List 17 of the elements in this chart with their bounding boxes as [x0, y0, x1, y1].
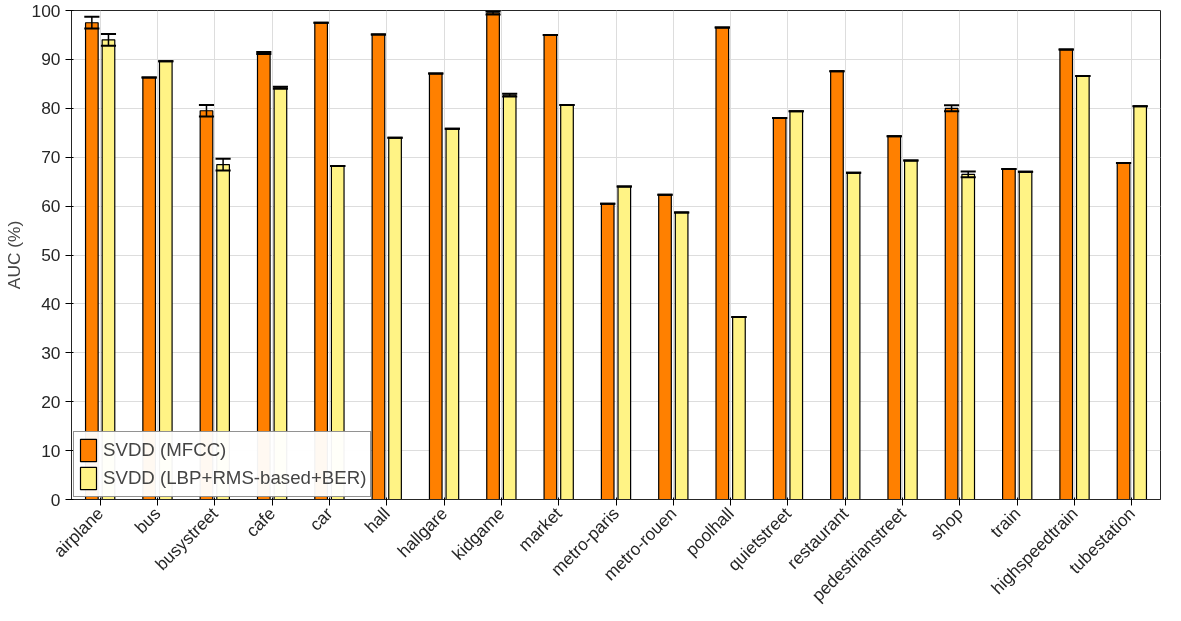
y-tick-label: 70 [41, 147, 61, 168]
y-tick-label: 30 [41, 342, 61, 363]
y-tick-label: 50 [41, 245, 61, 265]
y-tick-label: 20 [41, 391, 61, 412]
y-tick-label: 10 [41, 440, 61, 461]
legend-label: SVDD (LBP+RMS-based+BER) [103, 467, 367, 489]
legend-label: SVDD (MFCC) [103, 439, 227, 461]
y-tick-label: 0 [50, 489, 61, 510]
x-tick-label: cafe [241, 503, 280, 541]
y-tick-label: 60 [41, 196, 61, 217]
y-tick-label: 90 [41, 49, 61, 70]
y-tick-label: 80 [41, 98, 61, 119]
x-tick-label: hall [360, 503, 394, 537]
x-tick-label: car [305, 503, 337, 535]
y-tick-label: 40 [41, 293, 61, 314]
y-tick-label: 100 [31, 0, 61, 21]
y-axis-title: AUC (%) [3, 220, 24, 290]
